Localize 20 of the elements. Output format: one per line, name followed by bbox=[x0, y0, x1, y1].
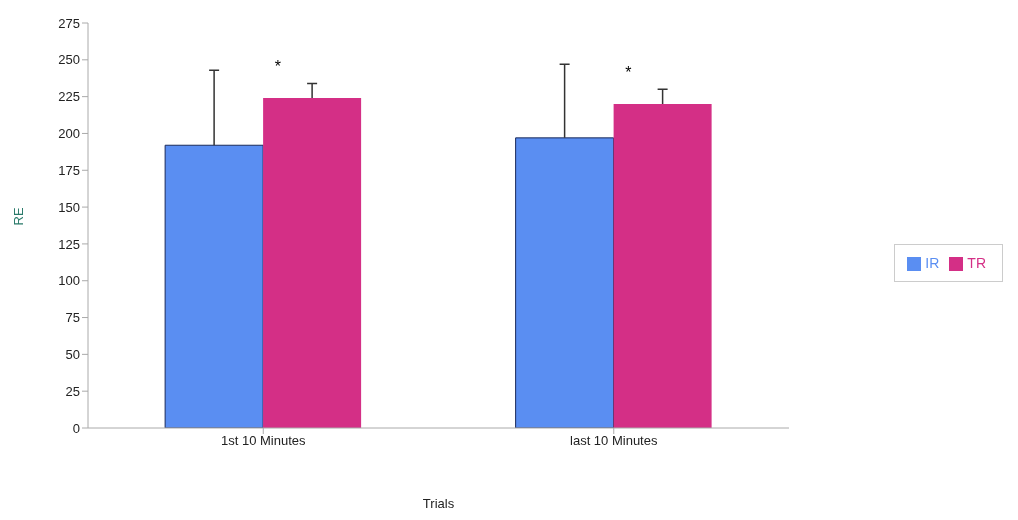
y-tick-label: 150 bbox=[58, 199, 80, 215]
y-tick-label: 200 bbox=[58, 126, 80, 142]
y-tick-label: 50 bbox=[65, 346, 80, 362]
y-axis-title: RE bbox=[10, 207, 26, 226]
legend-label: TR bbox=[967, 254, 986, 271]
y-tick-label: 250 bbox=[58, 52, 80, 68]
x-tick-label: last 10 Minutes bbox=[570, 433, 658, 449]
x-tick-label: 1st 10 Minutes bbox=[220, 433, 307, 449]
y-tick-label: 0 bbox=[72, 420, 80, 436]
y-tick-label: 75 bbox=[65, 310, 80, 326]
annotation: * bbox=[274, 58, 281, 76]
y-tick-label: 275 bbox=[58, 15, 80, 31]
annotation: * bbox=[625, 64, 632, 82]
y-tick-label: 125 bbox=[58, 236, 80, 252]
y-tick-label: 25 bbox=[65, 383, 80, 399]
y-tick-label: 225 bbox=[58, 89, 80, 105]
x-axis-title: Trials bbox=[422, 496, 455, 511]
legend-label: IR bbox=[925, 254, 940, 271]
y-tick-label: 175 bbox=[58, 162, 80, 178]
y-tick-label: 100 bbox=[58, 273, 80, 289]
